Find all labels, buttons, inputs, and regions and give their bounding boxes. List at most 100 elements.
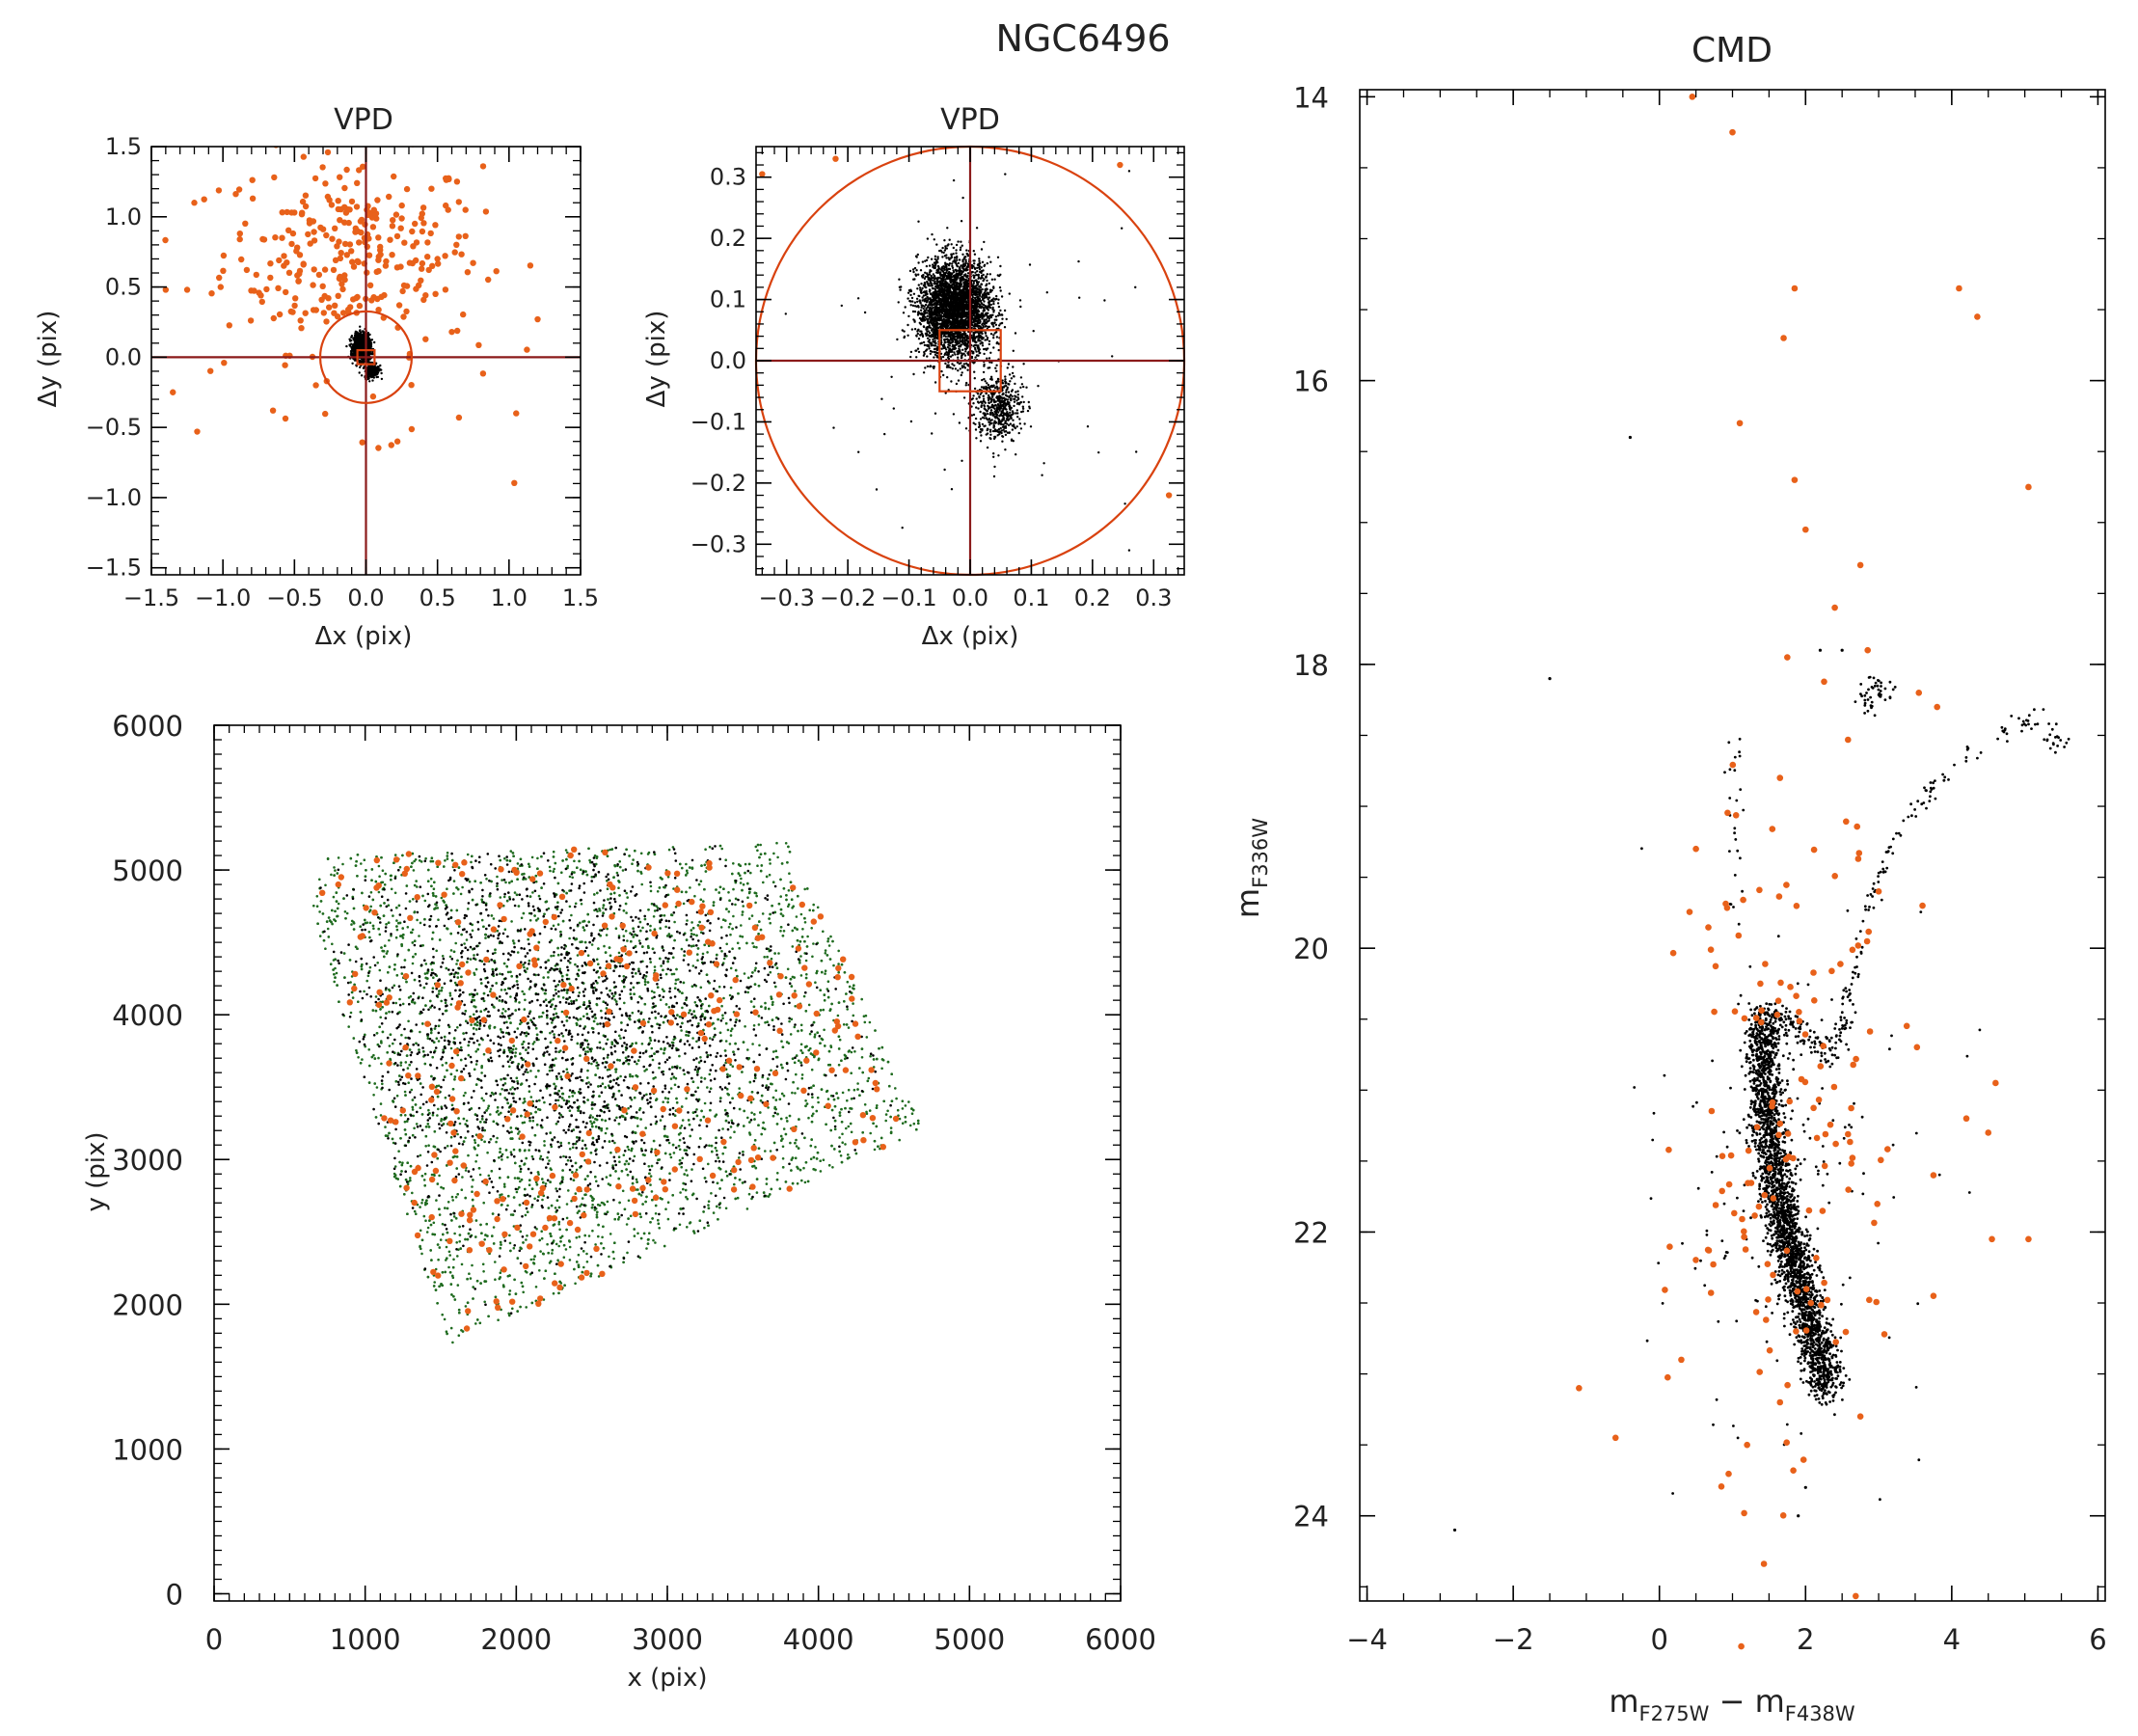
field-star bbox=[419, 228, 426, 235]
cluster-star bbox=[926, 355, 929, 358]
field-star bbox=[418, 277, 424, 284]
cluster-star bbox=[975, 336, 979, 339]
cluster-star bbox=[984, 321, 987, 325]
cluster-star bbox=[988, 256, 990, 258]
cluster-star bbox=[972, 264, 975, 268]
field-star bbox=[162, 286, 170, 293]
field-star bbox=[247, 317, 255, 324]
field-star bbox=[1165, 492, 1173, 499]
cluster-star bbox=[950, 256, 954, 258]
points-layer bbox=[162, 126, 541, 486]
cluster-star bbox=[926, 296, 929, 299]
cluster-star bbox=[988, 339, 991, 342]
field-star bbox=[375, 267, 382, 275]
cluster-star bbox=[940, 347, 943, 350]
cluster-star bbox=[959, 367, 961, 370]
field-star bbox=[406, 134, 412, 140]
cluster-star bbox=[958, 258, 961, 261]
cluster-star bbox=[992, 346, 995, 349]
cluster-star bbox=[360, 342, 363, 345]
field-star bbox=[232, 191, 239, 198]
x-tick-label: 0.5 bbox=[419, 584, 456, 611]
cluster-star bbox=[913, 305, 917, 308]
field-star bbox=[270, 314, 277, 322]
field-star bbox=[326, 304, 333, 311]
field-star bbox=[243, 266, 251, 274]
cluster-star bbox=[982, 322, 985, 325]
field-star bbox=[337, 255, 344, 262]
cluster-star bbox=[972, 319, 975, 322]
cluster-star bbox=[982, 303, 985, 307]
cluster-star bbox=[357, 337, 361, 339]
vpd1-plot-area: −1.5 −1.0 −0.5 0.0 0.5 1.0 1.5−1.5−1.0−0.50.00… bbox=[86, 126, 599, 611]
cluster-star bbox=[380, 368, 383, 371]
field-star bbox=[305, 231, 311, 238]
cluster-star bbox=[997, 348, 1000, 352]
cluster-star bbox=[359, 346, 362, 349]
field-star bbox=[369, 393, 377, 400]
cluster-star bbox=[933, 261, 936, 264]
cluster-star bbox=[368, 333, 371, 337]
cluster-star bbox=[940, 269, 944, 272]
cluster-star bbox=[979, 315, 982, 318]
y-tick-label: 1.5 bbox=[105, 133, 142, 160]
cluster-star bbox=[916, 287, 919, 290]
cluster-star bbox=[972, 344, 975, 348]
cluster-star bbox=[978, 264, 981, 268]
cluster-star bbox=[354, 352, 357, 355]
cluster-star bbox=[950, 380, 953, 383]
field-star bbox=[442, 286, 449, 293]
cluster-star bbox=[975, 350, 978, 353]
field-star bbox=[424, 239, 431, 246]
cluster-star bbox=[990, 278, 994, 281]
cluster-star bbox=[977, 324, 980, 327]
cluster-star bbox=[916, 347, 920, 350]
field-star bbox=[345, 219, 352, 227]
field-star bbox=[170, 389, 176, 395]
cluster-star bbox=[959, 339, 961, 342]
field-star bbox=[332, 225, 338, 231]
cluster-star bbox=[946, 268, 949, 271]
cluster-star bbox=[979, 261, 982, 265]
cluster-star bbox=[943, 249, 947, 252]
cluster-star bbox=[353, 342, 356, 345]
cluster-star bbox=[973, 370, 976, 373]
cluster-star bbox=[358, 352, 361, 356]
field-star bbox=[398, 202, 405, 209]
x-tick-label: 1.5 bbox=[562, 584, 599, 611]
field-star bbox=[308, 126, 313, 132]
cluster-star bbox=[370, 339, 374, 341]
cluster-star bbox=[923, 343, 927, 347]
cluster-star bbox=[972, 276, 976, 280]
cluster-stars bbox=[345, 325, 384, 383]
vpd2-plot-area: −0.3 −0.2 −0.1 0.0 0.1 0.2 0.3−0.3−0.2−0.10.00… bbox=[690, 145, 1186, 611]
cluster-star bbox=[376, 375, 380, 379]
field-star bbox=[343, 252, 350, 258]
field-star bbox=[256, 289, 262, 296]
cluster-star bbox=[959, 331, 962, 334]
cluster-star bbox=[929, 352, 933, 355]
cluster-star bbox=[966, 255, 970, 258]
cluster-star bbox=[953, 258, 956, 261]
field-star bbox=[320, 310, 327, 316]
cluster-star bbox=[958, 347, 961, 350]
cluster-star bbox=[980, 290, 983, 293]
cluster-star bbox=[363, 335, 365, 339]
cluster-star bbox=[987, 309, 990, 312]
cluster-star bbox=[987, 325, 989, 329]
field-star bbox=[387, 236, 393, 243]
cluster-star bbox=[945, 277, 948, 281]
cluster-star bbox=[354, 335, 357, 338]
cluster-star bbox=[903, 336, 906, 339]
cluster-star bbox=[917, 273, 920, 276]
field-star bbox=[267, 260, 274, 267]
cluster-star bbox=[961, 258, 964, 262]
cluster-star bbox=[984, 325, 987, 328]
field-star bbox=[359, 439, 365, 446]
cluster-star bbox=[371, 374, 375, 377]
field-star bbox=[356, 302, 364, 310]
field-star bbox=[220, 252, 228, 259]
vpd1-x-label-unit: (pix) bbox=[347, 622, 413, 651]
field-star bbox=[435, 260, 442, 267]
cluster-star bbox=[983, 263, 987, 266]
